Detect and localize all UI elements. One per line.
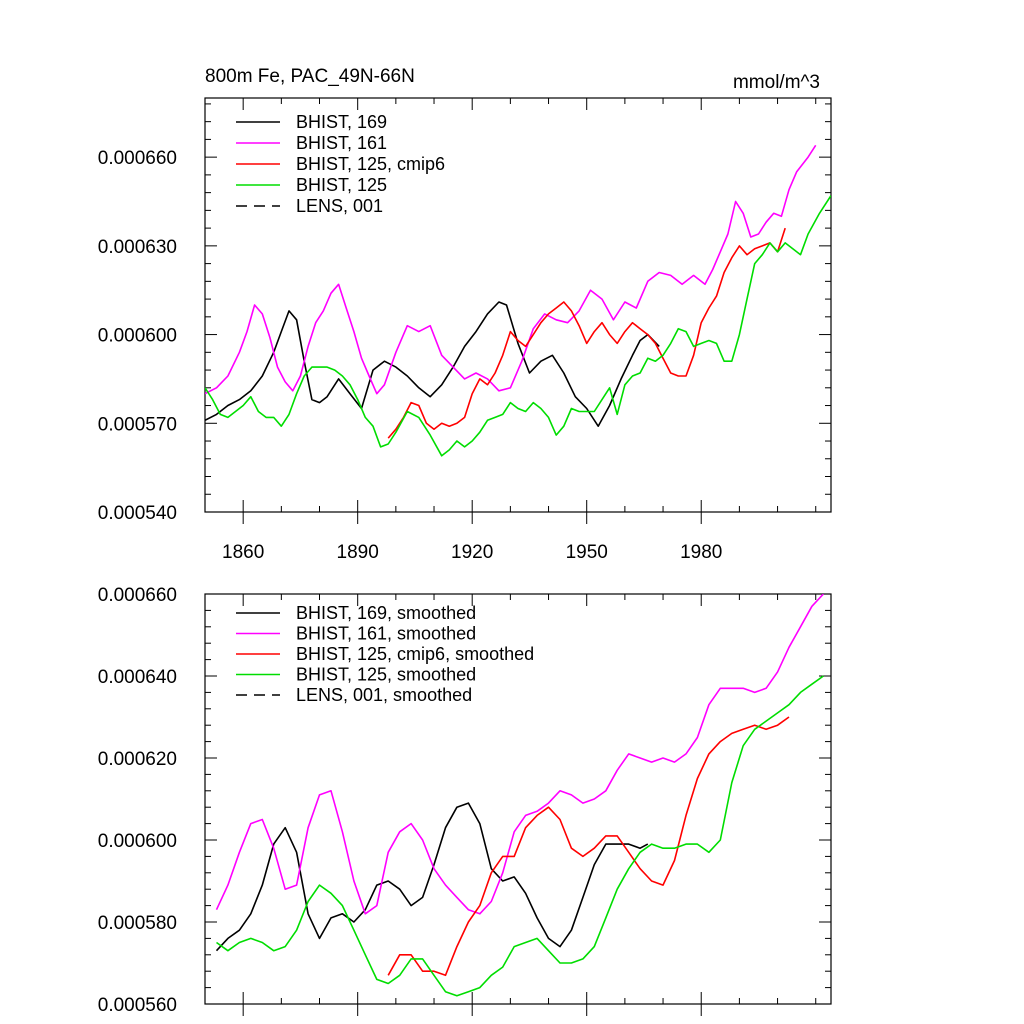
bottom-plot-frame: [204, 593, 832, 1005]
bottom-legend-label-bhist-169-smoothed: BHIST, 169, smoothed: [296, 603, 476, 623]
top-legend-label-bhist-169: BHIST, 169: [296, 112, 387, 132]
top-legend-label-bhist-161: BHIST, 161: [296, 133, 387, 153]
top-chart-panel: 1860 1890 1920 1950 1980 0.000540 0.000570 0.00…: [98, 97, 832, 563]
top-x-tick-label: 1860: [222, 542, 264, 563]
top-y-tick-label: 0.000600: [98, 326, 177, 347]
top-chart-title: 800m Fe, PAC_49N-66N: [205, 66, 415, 87]
bottom-y-tick-label: 0.000560: [98, 995, 177, 1016]
bottom-y-tick-label: 0.000660: [98, 585, 177, 606]
top-x-tick-label: 1920: [451, 542, 493, 563]
top-series-bhist-125: [205, 195, 831, 457]
top-chart-units: mmol/m^3: [733, 72, 820, 93]
bottom-series-bhist-125-cmip6-smoothed: [387, 716, 790, 977]
bottom-chart-panel: 0.000560 0.000580 0.000600 0.000620 0.000640…: [98, 585, 832, 1016]
bottom-series-bhist-169-smoothed: [215, 802, 649, 952]
bottom-y-tick-label: 0.000640: [98, 667, 177, 688]
top-x-tick-label: 1950: [566, 542, 608, 563]
top-y-tick-label: 0.000660: [98, 148, 177, 169]
bottom-legend-label-bhist-161-smoothed: BHIST, 161, smoothed: [296, 624, 476, 644]
top-y-tick-label: 0.000630: [98, 237, 177, 258]
bottom-series-bhist-161-smoothed: [215, 594, 824, 915]
top-series-bhist-169: [205, 301, 660, 428]
top-plot-frame: [204, 97, 832, 513]
top-legend-label-bhist-125-cmip6: BHIST, 125, cmip6: [296, 154, 445, 174]
bottom-y-tick-label: 0.000580: [98, 913, 177, 934]
bottom-y-tick-label: 0.000620: [98, 749, 177, 770]
bottom-legend-label-lens-001-smoothed: LENS, 001, smoothed: [296, 685, 472, 705]
top-legend-label-bhist-125: BHIST, 125: [296, 175, 387, 195]
top-series-bhist-125-cmip6: [387, 227, 786, 439]
top-y-tick-label: 0.000540: [98, 503, 177, 524]
top-x-tick-label: 1890: [337, 542, 379, 563]
bottom-legend-label-bhist-125-smoothed: BHIST, 125, smoothed: [296, 665, 476, 685]
top-x-tick-label: 1980: [680, 542, 722, 563]
top-y-tick-label: 0.000570: [98, 414, 177, 435]
bottom-legend-label-bhist-125-cmip6-smoothed: BHIST, 125, cmip6, smoothed: [296, 644, 534, 664]
bottom-y-tick-label: 0.000600: [98, 831, 177, 852]
bottom-series-bhist-125-smoothed: [216, 675, 824, 997]
top-series-bhist-161: [205, 144, 817, 395]
top-legend-label-lens-001: LENS, 001: [296, 196, 383, 216]
